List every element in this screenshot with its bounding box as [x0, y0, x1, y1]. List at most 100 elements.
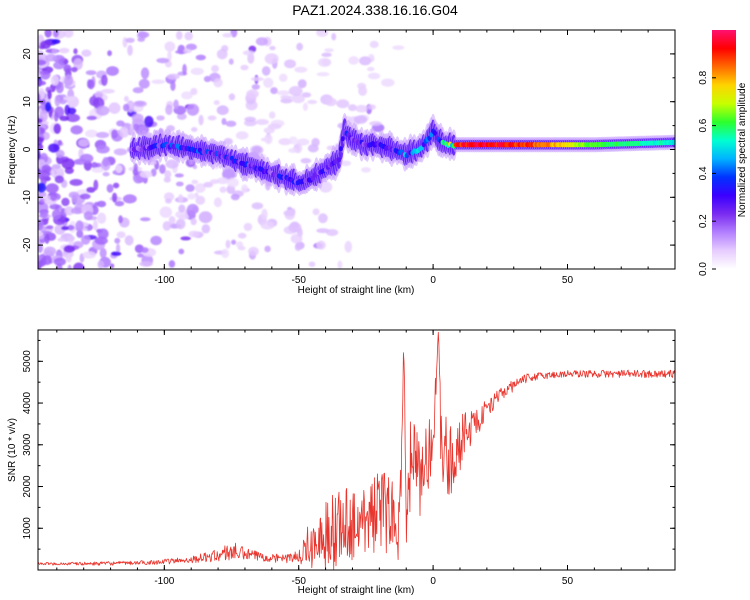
- spectrogram-noise-blob: [213, 100, 220, 106]
- spectrogram-xtick-label: 50: [562, 275, 574, 286]
- spectrogram-noise-blob: [139, 170, 153, 179]
- spectrogram-noise-blob: [55, 81, 64, 94]
- spectrogram-noise-blob: [264, 133, 273, 145]
- spectrogram-noise-blob: [96, 200, 107, 208]
- spectrogram-ridge-core: [429, 132, 434, 138]
- spectrogram-noise-blob: [317, 57, 332, 67]
- spectrogram-xtick-label: 0: [430, 275, 436, 286]
- spectrogram-noise-blob: [159, 164, 166, 174]
- spectrogram-noise-blob: [241, 184, 249, 194]
- spectrogram-noise-blob: [369, 121, 382, 126]
- spectrogram-noise-blob: [355, 104, 368, 113]
- spectrogram-noise-blob: [162, 221, 172, 231]
- spectrogram-noise-blob: [112, 182, 120, 189]
- spectrogram-noise-blob: [66, 113, 81, 123]
- spectrogram-noise-blob: [290, 233, 303, 244]
- spectrogram-noise-blob: [61, 158, 75, 170]
- colorbar-gradient: [712, 30, 736, 269]
- spectrogram-noise-blob: [107, 50, 112, 57]
- spectrogram-ridge-core: [338, 146, 343, 152]
- colorbar-tick-label: 0.4: [698, 166, 709, 180]
- spectrogram-noise-blob: [106, 66, 119, 76]
- spectrogram-noise-blob: [164, 192, 175, 201]
- spectrogram-noise-blob: [70, 207, 84, 215]
- spectrogram-noise-blob: [164, 41, 176, 52]
- snr-xlabel: Height of straight line (km): [298, 585, 415, 596]
- spectrogram-noise-blob: [38, 254, 42, 262]
- spectrogram-noise-blob: [357, 82, 367, 90]
- spectrogram-noise-blob: [51, 164, 61, 169]
- spectrogram-noise-blob: [114, 200, 125, 207]
- spectrogram-ridge: [129, 113, 675, 197]
- spectrogram-noise-blob: [198, 211, 213, 224]
- spectrogram-noise-blob: [91, 167, 104, 173]
- spectrogram-noise-blob: [100, 88, 115, 94]
- spectrogram-noise-blob: [97, 260, 105, 269]
- spectrogram-noise-blob: [44, 101, 52, 112]
- spectrogram-ytick-label: 0: [22, 146, 33, 152]
- spectrogram-noise-blob: [311, 137, 320, 147]
- snr-ytick-label: 5000: [22, 350, 33, 373]
- spectrogram-noise-blob: [38, 231, 44, 237]
- spectrogram-noise-blob: [302, 102, 308, 112]
- spectrogram-noise-blob: [44, 30, 52, 38]
- spectrogram-noise-blob: [68, 191, 80, 199]
- spectrogram-ytick-label: 10: [22, 96, 33, 108]
- spectrogram-noise-blob: [261, 208, 268, 221]
- spectrogram-noise-blob: [82, 251, 97, 259]
- spectrogram-noise-blob: [267, 123, 282, 130]
- spectrogram-noise-blob: [122, 194, 137, 204]
- spectrogram-noise-blob: [336, 99, 350, 109]
- spectrogram-noise-blob: [367, 72, 381, 80]
- spectrogram-noise-blob: [38, 191, 47, 198]
- spectrogram-noise-blob: [131, 113, 144, 123]
- spectrogram-marks: [38, 30, 675, 269]
- spectrogram-noise-blob: [269, 45, 276, 51]
- spectrogram-noise-blob: [108, 102, 121, 114]
- spectrogram-noise-blob: [72, 159, 82, 165]
- spectrogram-xtick-label: -100: [154, 275, 174, 286]
- spectrogram-noise-blob: [276, 90, 290, 96]
- spectrogram-noise-blob: [43, 246, 56, 256]
- spectrogram-noise-blob: [73, 58, 83, 70]
- spectrogram-noise-blob: [331, 33, 337, 41]
- spectrogram-noise-blob: [244, 116, 257, 122]
- spectrogram-noise-blob: [178, 214, 190, 220]
- spectrogram-noise-blob: [96, 105, 110, 116]
- spectrogram-noise-blob: [308, 261, 316, 267]
- spectrogram-noise-blob: [288, 136, 298, 145]
- spectrogram-noise-blob: [263, 77, 274, 88]
- spectrogram-noise-blob: [87, 79, 95, 90]
- spectrogram-noise-blob: [54, 95, 61, 107]
- spectrogram-noise-blob: [176, 113, 187, 120]
- spectrogram-noise-blob: [111, 129, 118, 139]
- snr-ticks: -100 -50 0 50 1000 2000 3000 4000 5000: [22, 330, 676, 587]
- spectrogram-noise-blob: [175, 181, 184, 187]
- spectrogram-noise-blob: [321, 52, 332, 58]
- spectrogram-noise-blob: [228, 93, 236, 101]
- spectrogram-noise-blob: [57, 237, 66, 242]
- spectrogram-noise-blob: [47, 89, 52, 100]
- spectrogram-noise-blob: [288, 86, 303, 97]
- spectrogram-noise-blob: [325, 229, 339, 237]
- snr-ytick-label: 3000: [22, 433, 33, 456]
- spectrogram-noise-blob: [178, 204, 186, 213]
- spectrogram-noise-blob: [75, 220, 84, 232]
- spectrogram-noise-blob: [63, 96, 76, 101]
- spectrogram-noise-blob: [44, 233, 50, 244]
- spectrogram-noise-blob: [235, 131, 249, 140]
- spectrogram-noise-blob: [186, 203, 199, 215]
- spectrogram-noise-blob: [64, 74, 74, 87]
- spectrogram-ytick-label: -20: [22, 237, 33, 252]
- spectrogram-noise-blob: [139, 261, 153, 267]
- spectrogram-noise-blob: [168, 216, 176, 225]
- spectrogram-noise-blob: [185, 184, 195, 192]
- spectrogram-noise-blob: [63, 245, 76, 253]
- spectrogram-noise-blob: [337, 260, 343, 269]
- spectrogram-ridge-core: [337, 157, 342, 163]
- spectrogram-noise-blob: [67, 107, 77, 115]
- spectrogram-noise-blob: [165, 198, 172, 204]
- spectrogram-noise-blob: [86, 115, 97, 121]
- spectrogram-ridge-core: [432, 130, 437, 136]
- colorbar-tick-label: 0.2: [698, 214, 709, 228]
